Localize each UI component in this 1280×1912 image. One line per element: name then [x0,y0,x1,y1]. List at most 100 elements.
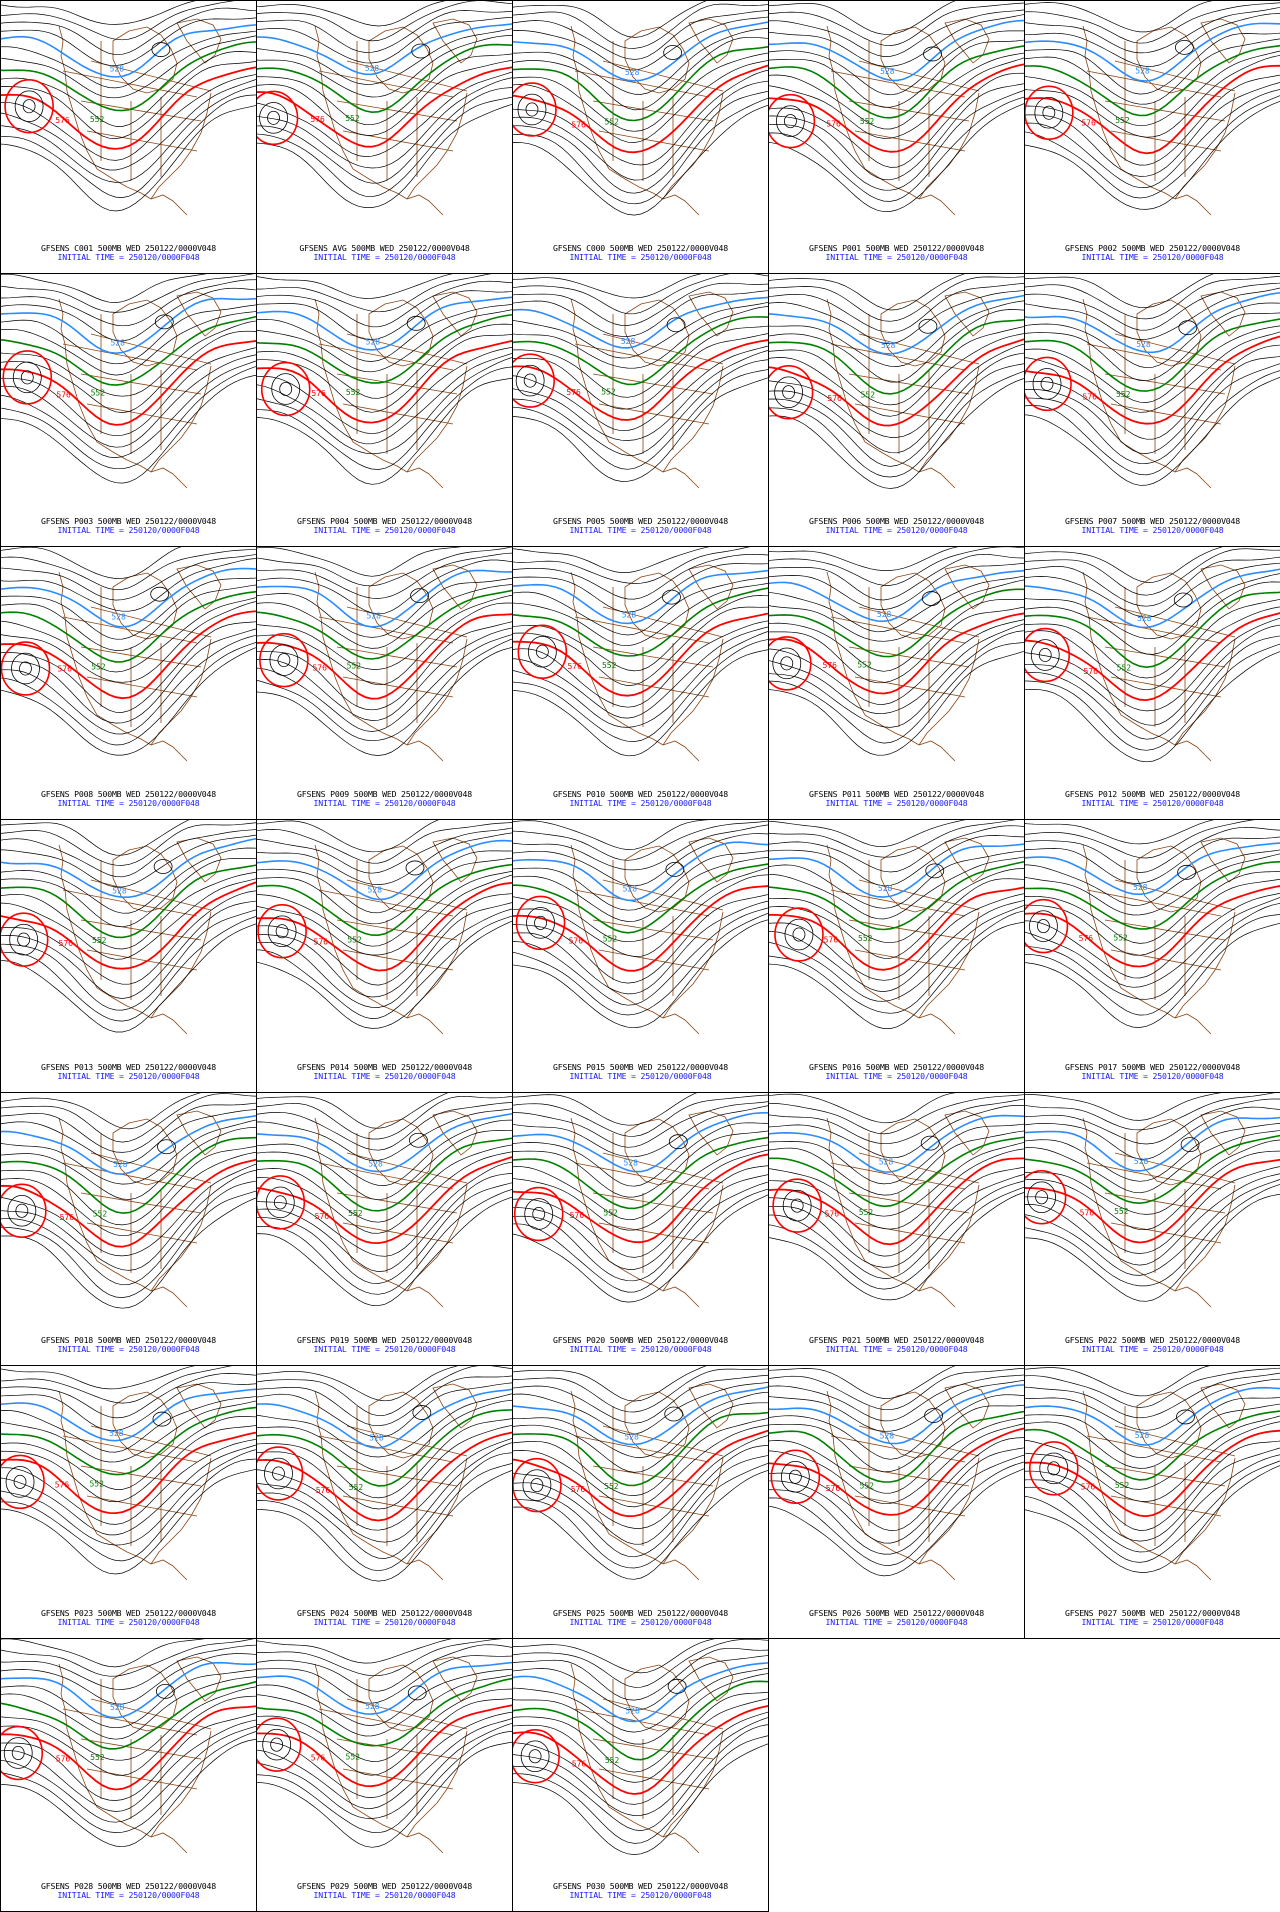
contour-line [1025,344,1280,440]
contour-line [1025,826,1280,873]
contour-labels: 528 552 576 [1080,1157,1149,1218]
contour-line [769,1454,1024,1555]
panel-init-time: INITIAL TIME = 250120/0000F048 [1081,798,1224,808]
height-contours [1,274,256,484]
contour-label-528: 528 [365,64,380,73]
contour-line [257,1399,512,1473]
contour-label-528: 528 [365,1702,380,1711]
contour-line [769,2,1024,46]
contour-line [1,621,256,713]
ensemble-member-panel: 528 552 576 GFSENS P026 500MB WED 250122/00… [768,1365,1025,1639]
contour-labels: 528 552 576 [1082,340,1150,401]
contour-line [769,563,1024,610]
contour-line [1025,1367,1280,1408]
ensemble-member-panel: 528 552 576 GFSENS P014 500MB WED 250122/00… [256,819,513,1093]
coastline-layer [1082,837,1246,1035]
contour-line [1,74,256,161]
contour-label-528: 528 [881,341,896,350]
contour-label-576: 576 [60,1213,75,1222]
contour-line [513,1188,768,1293]
contour-label-552: 552 [859,1208,874,1217]
contour-line [513,3,768,49]
pacific-low-ring [257,90,299,146]
contour-label-528: 528 [1136,340,1151,349]
pacific-low-ring [1042,105,1056,120]
contour-line [1,1738,256,1848]
pacific-low-ring [769,365,814,420]
arctic-low-ring [152,1411,172,1427]
contour-line [1,834,256,888]
contour-line [513,1717,768,1816]
contour-label-576: 576 [566,388,581,397]
contour-line [513,97,768,205]
coastline-layer [826,837,990,1035]
member-map: 528 552 576 [257,820,512,1035]
contour-label-576: 576 [314,938,329,947]
contour-line [769,90,1024,191]
height-contours [1025,1366,1280,1573]
map-layer: 528 552 576 [257,1093,512,1308]
height-contours [1025,1093,1280,1302]
ensemble-member-panel: 528 552 576 GFSENS P018 500MB WED 250122/00… [0,1092,257,1366]
member-map: 528 552 576 [513,1,768,216]
pacific-low-ring [513,82,557,137]
contour-line [1,1151,256,1237]
member-map: 528 552 576 [257,1093,512,1308]
contour-line [513,820,710,850]
contour-label-552: 552 [91,389,106,398]
height-contours [769,274,1024,489]
pacific-low-ring [769,636,812,691]
ensemble-member-panel: 528 552 576 GFSENS P011 500MB WED 250122/00… [768,546,1025,820]
contour-528-line [257,569,512,628]
arctic-low-ring [1173,592,1193,608]
contour-label-576: 576 [1082,393,1097,402]
ensemble-member-panel: 528 552 576 GFSENS C001 500MB WED 250122/00… [0,0,257,274]
contour-line [1,1438,256,1525]
contour-labels: 528 552 576 [311,1702,380,1762]
contour-line [1025,1415,1280,1490]
map-layer: 528 552 576 [1,1639,256,1854]
contour-line [257,274,453,299]
contour-line [257,1102,512,1151]
contour-line [1,822,256,866]
contour-line [513,1374,768,1424]
contour-line [1025,1106,1280,1160]
contour-line [1025,1098,1280,1145]
contour-label-576: 576 [316,1486,331,1495]
panel-title: GFSENS P001 500MB WED 250122/0000V048 [809,243,984,253]
contour-line [1025,1173,1280,1266]
contour-576-line [1025,64,1280,155]
contour-line [513,1122,768,1187]
contour-line [513,1655,768,1711]
contour-528-line [1,567,256,628]
contour-line [257,1730,512,1834]
contour-line [513,912,768,1016]
ensemble-member-panel: 528 552 576 GFSENS P007 500MB WED 250122/00… [1024,273,1280,547]
arctic-low-ring [1177,864,1197,880]
contour-line [1025,38,1280,105]
contour-line [513,359,768,456]
contour-line [513,639,768,742]
contour-line [513,28,768,95]
contour-line [1,1695,256,1776]
contour-line [769,1123,1024,1185]
pacific-low-ring [780,656,794,671]
contour-label-576: 576 [824,935,839,944]
contour-line [1025,50,1280,127]
pacific-low-ring [792,927,806,942]
pacific-low-ring [257,1717,302,1772]
contour-line [1,1449,256,1546]
pacific-low-ring [1,1725,44,1781]
arctic-low-ring [667,1678,687,1694]
member-map: 528 552 576 [513,820,768,1035]
pacific-low-ring [265,1186,295,1219]
height-contours [1,547,256,756]
contour-552-line [1,41,256,112]
panel-title: GFSENS P004 500MB WED 250122/0000V048 [297,516,472,526]
pacific-low-ring [1047,1461,1061,1476]
contour-line [513,547,751,584]
contour-line [769,868,1024,944]
contour-line [513,1149,768,1231]
ensemble-member-panel: 528 552 576 GFSENS P005 500MB WED 250122/00… [512,273,769,547]
contour-line [513,1418,768,1496]
